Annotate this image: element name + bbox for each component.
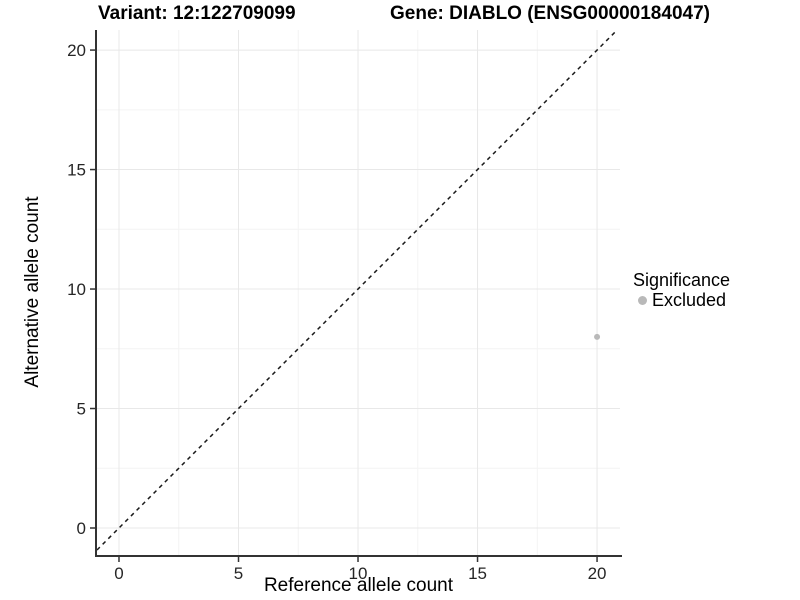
legend: Significance Excluded [633, 270, 730, 310]
x-tick-label: 5 [234, 564, 243, 583]
y-tick-label: 15 [67, 161, 86, 180]
x-tick-label: 15 [468, 564, 487, 583]
legend-item-excluded: Excluded [633, 291, 730, 310]
y-tick-label: 20 [67, 41, 86, 60]
x-tick-label: 10 [349, 564, 368, 583]
y-tick-label: 5 [77, 400, 86, 419]
y-tick-label: 10 [67, 280, 86, 299]
x-axis-title: Reference allele count [263, 575, 454, 596]
legend-item-label: Excluded [652, 290, 727, 310]
x-tick-label: 20 [588, 564, 607, 583]
y-axis-title: Alternative allele count [22, 196, 43, 388]
plot-title-variant: Variant: 12:122709099 [98, 3, 296, 24]
y-tick-label: 0 [77, 519, 86, 538]
legend-title: Significance [633, 270, 731, 290]
identity-reference-line [96, 29, 618, 551]
plot-title-gene: Gene: DIABLO (ENSG00000184047) [390, 3, 710, 24]
x-tick-label: 0 [114, 564, 123, 583]
data-point [594, 333, 601, 340]
legend-key-dot-icon [638, 296, 647, 305]
